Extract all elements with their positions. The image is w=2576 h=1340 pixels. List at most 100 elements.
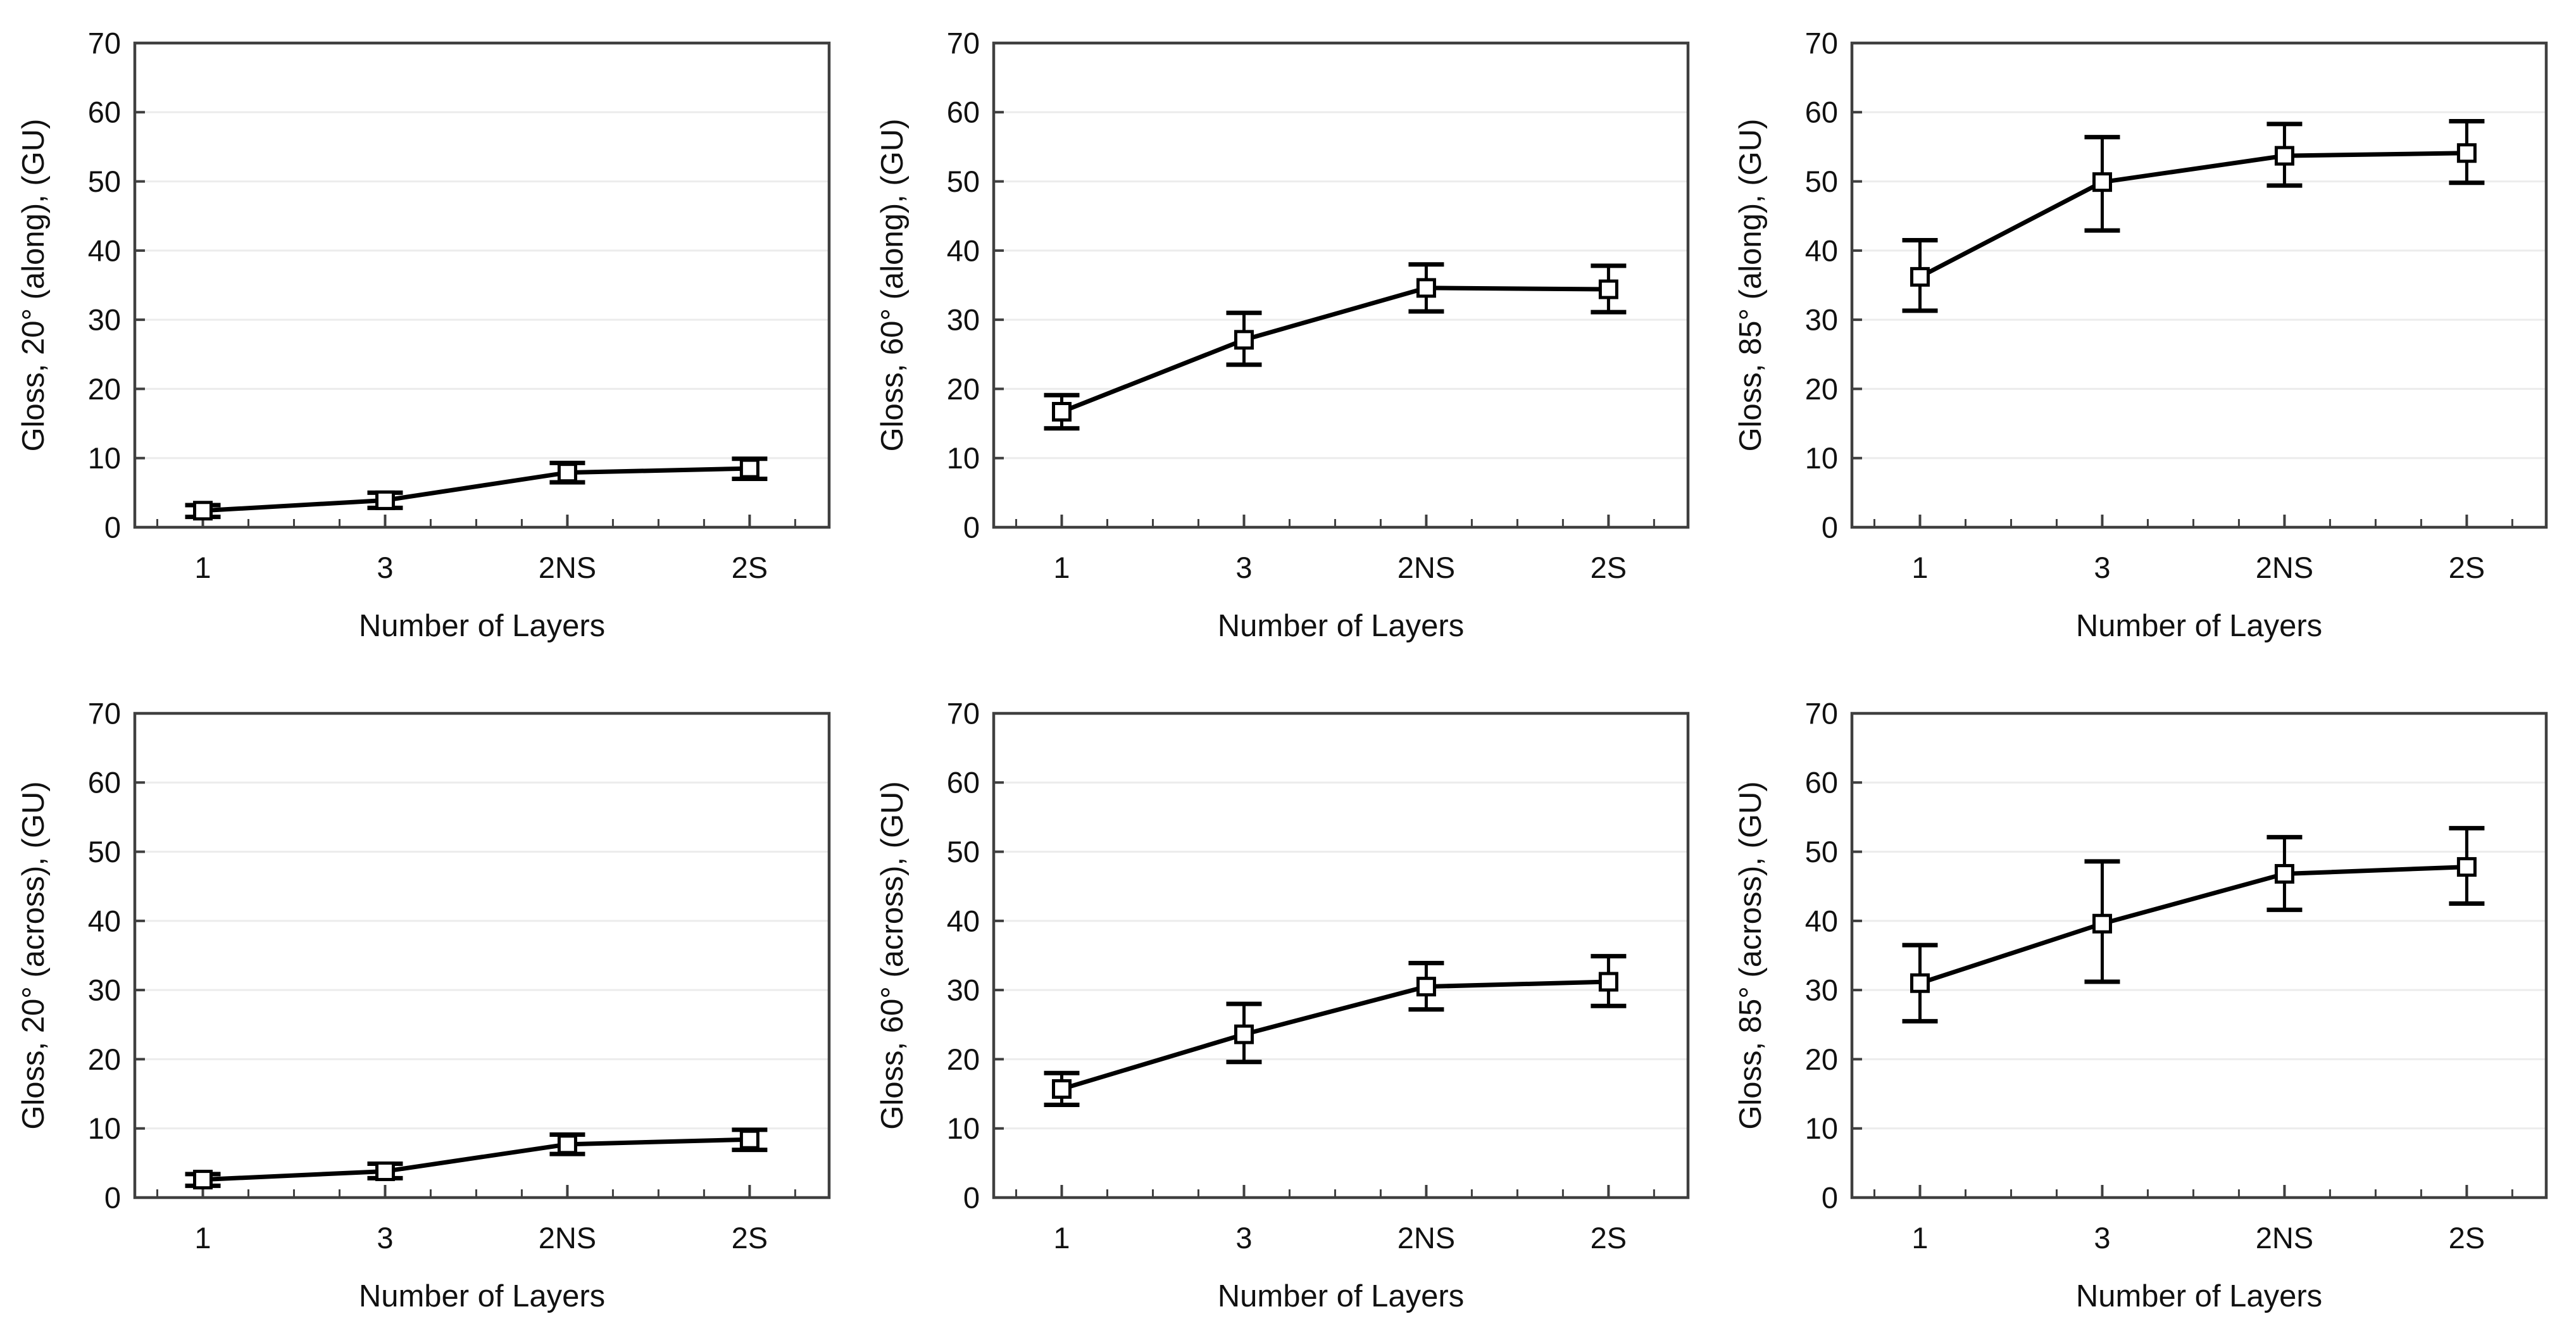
data-point-marker xyxy=(1234,1024,1254,1044)
x-tick-label: 1 xyxy=(1053,1221,1070,1255)
y-axis-title: Gloss, 85° (across), (GU) xyxy=(1734,781,1768,1129)
x-tick-label: 2NS xyxy=(1397,1221,1454,1255)
plot-box xyxy=(992,41,1689,529)
y-axis-title: Gloss, 85° (along), (GU) xyxy=(1734,119,1768,452)
x-tick-label: 2S xyxy=(1590,1221,1627,1255)
y-tick-label: 30 xyxy=(1805,303,1838,337)
y-tick-label: 40 xyxy=(1805,234,1838,267)
data-point-marker xyxy=(739,1129,760,1149)
data-point-marker xyxy=(1910,973,1930,993)
x-tick-label: 2S xyxy=(732,1220,768,1254)
chart-gloss-20-along: 0 10 20 30 40 50 60 70 1 3 2NS 2S Number of Layers Gl… xyxy=(16,26,831,643)
y-tick-label: 30 xyxy=(1805,973,1838,1006)
x-axis-title: Number of Layers xyxy=(1217,609,1463,643)
y-tick-label: 40 xyxy=(946,904,979,937)
x-tick-label: 3 xyxy=(2094,1220,2111,1254)
y-tick-label: 70 xyxy=(946,26,979,59)
y-tick-label: 70 xyxy=(1805,696,1838,730)
x-tick-label: 2S xyxy=(2449,1220,2485,1254)
data-point-marker xyxy=(1598,972,1618,992)
y-tick-label: 0 xyxy=(104,1180,121,1214)
y-tick-label: 30 xyxy=(946,973,979,1006)
data-point-marker xyxy=(739,458,760,479)
data-point-marker xyxy=(193,501,213,521)
data-series-line xyxy=(1919,864,2467,986)
data-series-line xyxy=(203,1137,750,1182)
plot-box xyxy=(133,711,831,1199)
y-axis-title: Gloss, 20° (across), (GU) xyxy=(16,781,51,1129)
y-axis-title: Gloss, 60° (across), (GU) xyxy=(875,781,910,1130)
x-tick-label: 3 xyxy=(377,1220,393,1254)
y-tick-label: 40 xyxy=(88,234,121,267)
y-tick-label: 10 xyxy=(88,441,121,475)
plot-box xyxy=(133,41,831,529)
data-point-marker xyxy=(375,490,395,510)
x-axis-title: Number of Layers xyxy=(1217,1279,1463,1313)
data-series-line xyxy=(1060,285,1609,414)
y-tick-label: 60 xyxy=(1805,765,1838,799)
data-point-marker xyxy=(2275,863,2295,884)
chart-gloss-85-across: 0 10 20 30 40 50 60 70 1 3 2NS 2S Number of Layers Gl… xyxy=(1734,696,2548,1313)
plot-box xyxy=(992,711,1689,1199)
data-point-marker xyxy=(1234,330,1254,350)
x-tick-label: 1 xyxy=(1053,551,1070,584)
data-point-marker xyxy=(2092,913,2113,934)
y-tick-label: 60 xyxy=(88,96,121,129)
y-tick-label: 30 xyxy=(88,303,121,337)
data-point-marker xyxy=(2092,172,2113,192)
data-series-line xyxy=(203,466,750,513)
chart-gloss-60-along: 0 10 20 30 40 50 60 70 1 3 2NS 2S Number of Layers Gl… xyxy=(875,26,1689,643)
panel-gloss-85-across: 0 10 20 30 40 50 60 70 1 3 2NS 2S Number of Layers Gl… xyxy=(1717,670,2576,1340)
y-tick-label: 70 xyxy=(946,696,979,730)
y-tick-label: 30 xyxy=(88,973,121,1006)
x-tick-label: 3 xyxy=(1235,551,1252,584)
data-point-marker xyxy=(2457,143,2477,163)
data-point-marker xyxy=(1416,278,1436,298)
y-tick-label: 60 xyxy=(946,96,979,129)
x-tick-label: 3 xyxy=(2094,551,2111,584)
x-tick-label: 2S xyxy=(2449,551,2485,584)
y-tick-label: 30 xyxy=(946,303,979,337)
y-tick-label: 0 xyxy=(1822,510,1838,544)
x-axis-title: Number of Layers xyxy=(359,609,605,643)
x-tick-label: 2NS xyxy=(539,551,596,584)
x-tick-label: 2NS xyxy=(1397,551,1454,584)
data-point-marker xyxy=(375,1161,395,1181)
data-point-marker xyxy=(1416,976,1436,996)
x-tick-label: 1 xyxy=(1912,1220,1929,1254)
y-tick-label: 50 xyxy=(946,835,979,868)
x-tick-label: 2NS xyxy=(2256,1220,2313,1254)
y-tick-label: 20 xyxy=(88,1042,121,1075)
y-tick-label: 70 xyxy=(88,26,121,59)
data-point-marker xyxy=(2457,856,2477,877)
y-tick-label: 20 xyxy=(1805,1042,1838,1075)
y-axis-title: Gloss, 60° (along), (GU) xyxy=(875,118,910,451)
y-tick-label: 20 xyxy=(946,372,979,406)
x-tick-label: 3 xyxy=(377,551,393,584)
y-tick-label: 70 xyxy=(88,696,121,730)
x-axis-title: Number of Layers xyxy=(2076,609,2322,643)
y-tick-label: 50 xyxy=(88,165,121,198)
x-tick-label: 2S xyxy=(732,551,768,584)
y-tick-label: 60 xyxy=(946,765,979,799)
y-tick-label: 20 xyxy=(1805,372,1838,406)
y-tick-label: 10 xyxy=(946,441,979,475)
y-tick-label: 10 xyxy=(1805,441,1838,475)
data-point-marker xyxy=(1051,401,1072,422)
data-series-line xyxy=(1919,151,2467,279)
y-tick-label: 10 xyxy=(1805,1111,1838,1145)
chart-gloss-60-across: 0 10 20 30 40 50 60 70 1 3 2NS 2S Number of Layers Gl… xyxy=(875,696,1689,1313)
x-tick-label: 1 xyxy=(1912,551,1929,584)
data-point-marker xyxy=(1598,279,1618,299)
y-tick-label: 50 xyxy=(88,835,121,868)
x-tick-label: 2S xyxy=(1590,551,1627,584)
plot-box xyxy=(1851,711,2548,1199)
data-point-marker xyxy=(1910,266,1930,287)
data-point-marker xyxy=(557,463,577,483)
panel-gloss-20-across: 0 10 20 30 40 50 60 70 1 3 2NS 2S Number of Layers Gl… xyxy=(0,670,859,1340)
y-tick-label: 50 xyxy=(1805,165,1838,198)
y-tick-label: 20 xyxy=(946,1042,979,1075)
chart-gloss-20-across: 0 10 20 30 40 50 60 70 1 3 2NS 2S Number of Layers Gl… xyxy=(16,696,831,1313)
y-tick-label: 0 xyxy=(1822,1180,1838,1214)
y-axis-title: Gloss, 20° (along), (GU) xyxy=(16,119,51,452)
